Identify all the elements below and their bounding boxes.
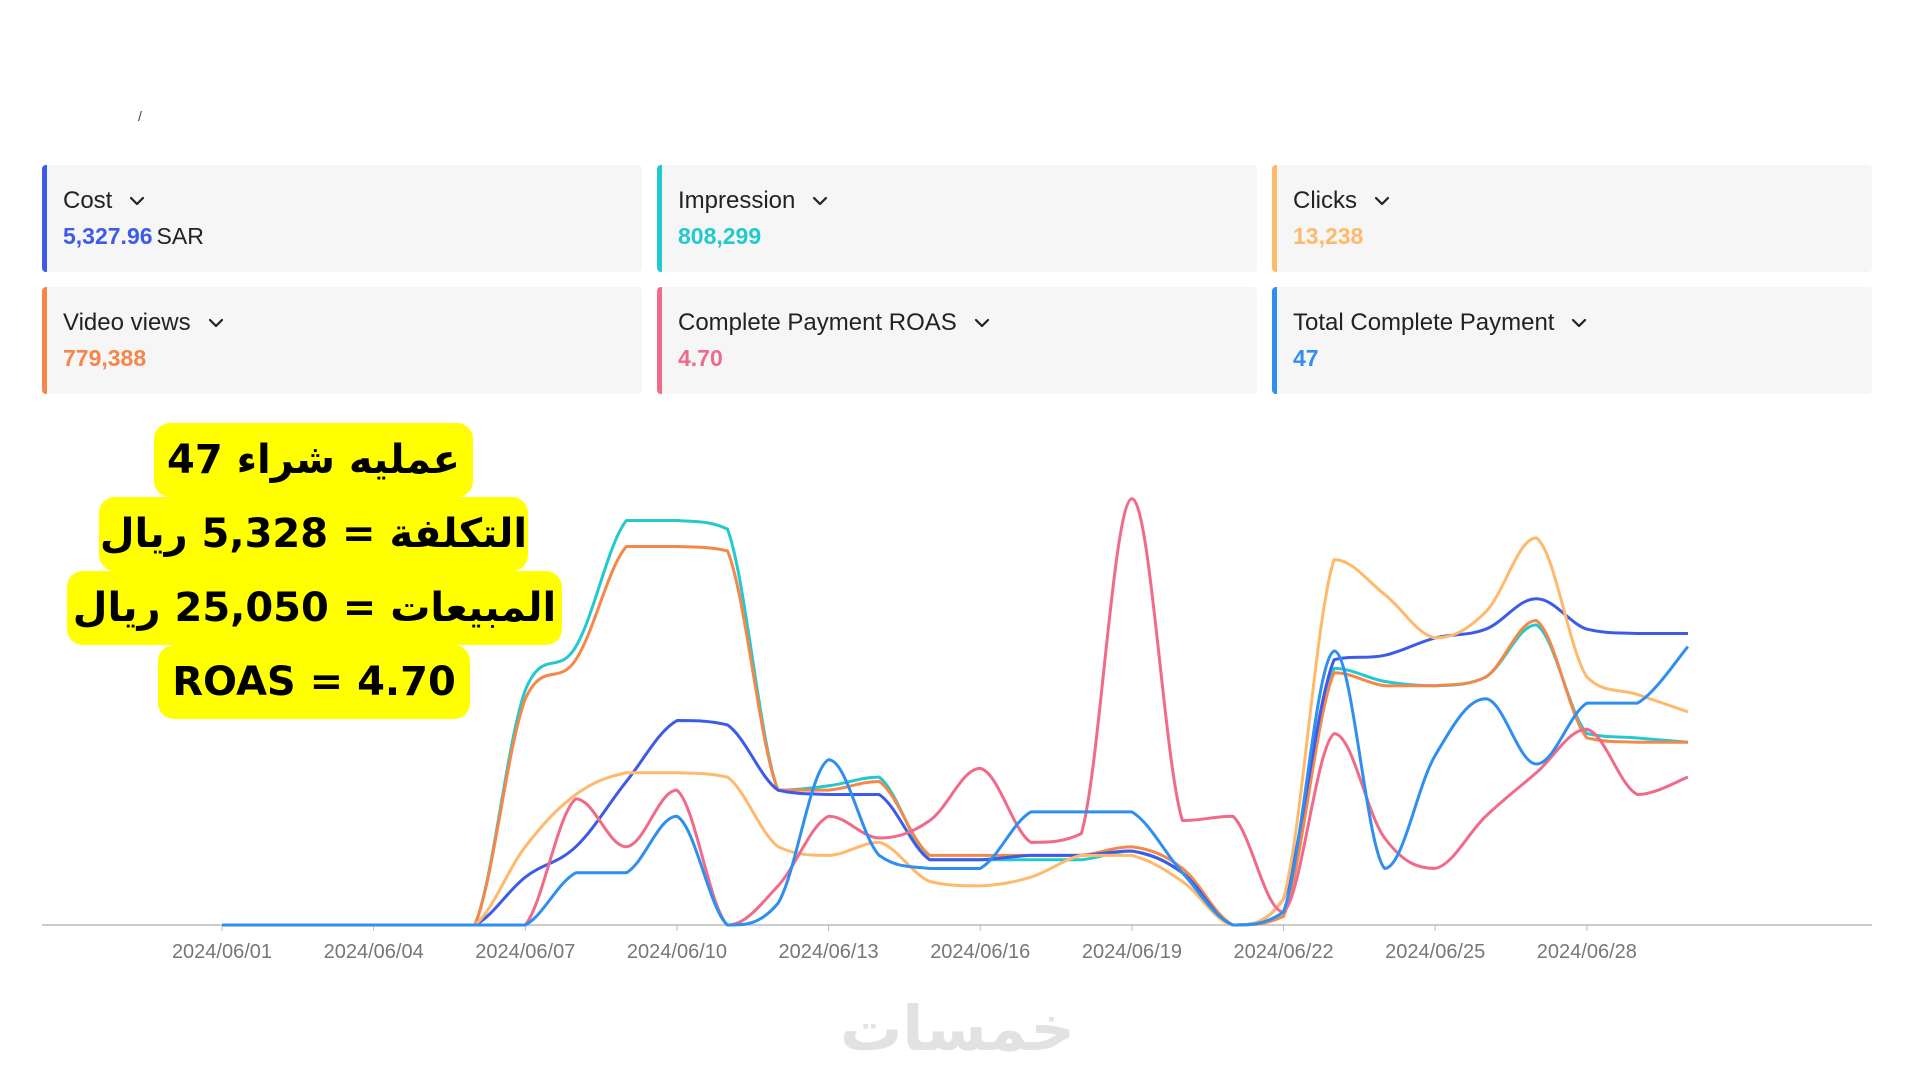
metric-accent-bar bbox=[42, 165, 47, 272]
chevron-down-icon[interactable] bbox=[128, 195, 146, 207]
metric-label: Video views bbox=[63, 309, 191, 336]
metric-value: 47 bbox=[1293, 345, 1319, 371]
metric-accent-bar bbox=[1272, 165, 1277, 272]
x-tick-label: 2024/06/04 bbox=[324, 941, 424, 963]
metric-card-impression[interactable]: Impression 808,299 bbox=[657, 165, 1257, 272]
metric-value-row: 13,238 bbox=[1293, 223, 1363, 250]
x-tick-label: 2024/06/13 bbox=[779, 941, 879, 963]
metric-value: 808,299 bbox=[678, 223, 762, 249]
metric-label: Cost bbox=[63, 187, 113, 214]
x-tick-label: 2024/06/01 bbox=[172, 941, 272, 963]
annotation-line-3: المبيعات = 25,050 ريال bbox=[67, 571, 562, 645]
metric-card-clicks[interactable]: Clicks 13,238 bbox=[1272, 165, 1872, 272]
metric-label: Clicks bbox=[1293, 187, 1357, 214]
annotation-line-4: ROAS = 4.70 bbox=[158, 645, 470, 719]
chevron-down-icon[interactable] bbox=[207, 317, 225, 329]
metric-value-row: 779,388 bbox=[63, 345, 146, 372]
metric-value: 4.70 bbox=[678, 345, 723, 371]
metric-card-total-complete-payment[interactable]: Total Complete Payment 47 bbox=[1272, 287, 1872, 394]
metric-value: 779,388 bbox=[63, 345, 147, 371]
metric-value-row: 47 bbox=[1293, 345, 1319, 372]
metric-accent-bar bbox=[657, 287, 662, 394]
annotation-line-2: التكلفة = 5,328 ريال bbox=[99, 497, 528, 571]
metric-unit: SAR bbox=[156, 223, 204, 249]
x-tick-label: 2024/06/07 bbox=[475, 941, 575, 963]
metric-accent-bar bbox=[657, 165, 662, 272]
metric-selector[interactable]: Clicks bbox=[1293, 187, 1391, 215]
chevron-down-icon[interactable] bbox=[973, 317, 991, 329]
metric-selector[interactable]: Cost bbox=[63, 187, 146, 215]
metric-selector[interactable]: Impression bbox=[678, 187, 829, 215]
metric-value-row: 4.70 bbox=[678, 345, 723, 372]
top-fragment: / bbox=[138, 108, 142, 124]
x-tick-label: 2024/06/10 bbox=[627, 941, 727, 963]
metric-value-row: 5,327.96 SAR bbox=[63, 223, 204, 250]
metric-label: Total Complete Payment bbox=[1293, 309, 1555, 336]
x-tick-label: 2024/06/28 bbox=[1537, 941, 1637, 963]
x-tick-label: 2024/06/16 bbox=[930, 941, 1030, 963]
watermark-logo: خمسات bbox=[840, 992, 1075, 1065]
series-line-total-complete-payment bbox=[221, 645, 1690, 927]
chevron-down-icon[interactable] bbox=[1570, 317, 1588, 329]
metric-value: 13,238 bbox=[1293, 223, 1364, 249]
series-line-clicks bbox=[221, 536, 1689, 927]
metric-label: Impression bbox=[678, 187, 796, 214]
metric-label: Complete Payment ROAS bbox=[678, 309, 957, 336]
x-tick-label: 2024/06/19 bbox=[1082, 941, 1182, 963]
metric-selector[interactable]: Video views bbox=[63, 309, 225, 337]
metric-value-row: 808,299 bbox=[678, 223, 761, 250]
metric-accent-bar bbox=[1272, 287, 1277, 394]
metric-selector[interactable]: Complete Payment ROAS bbox=[678, 309, 991, 337]
metric-value: 5,327.96 bbox=[63, 223, 153, 249]
x-tick-label: 2024/06/22 bbox=[1233, 941, 1333, 963]
metric-card-cost[interactable]: Cost 5,327.96 SAR bbox=[42, 165, 642, 272]
chevron-down-icon[interactable] bbox=[811, 195, 829, 207]
metric-card-complete-payment-roas[interactable]: Complete Payment ROAS 4.70 bbox=[657, 287, 1257, 394]
annotation-line-1: 47 عمليه شراء bbox=[154, 423, 473, 497]
chevron-down-icon[interactable] bbox=[1373, 195, 1391, 207]
metric-accent-bar bbox=[42, 287, 47, 394]
metric-selector[interactable]: Total Complete Payment bbox=[1293, 309, 1588, 337]
x-tick-label: 2024/06/25 bbox=[1385, 941, 1485, 963]
metric-card-video-views[interactable]: Video views 779,388 bbox=[42, 287, 642, 394]
series-line-video-views bbox=[221, 545, 1688, 927]
